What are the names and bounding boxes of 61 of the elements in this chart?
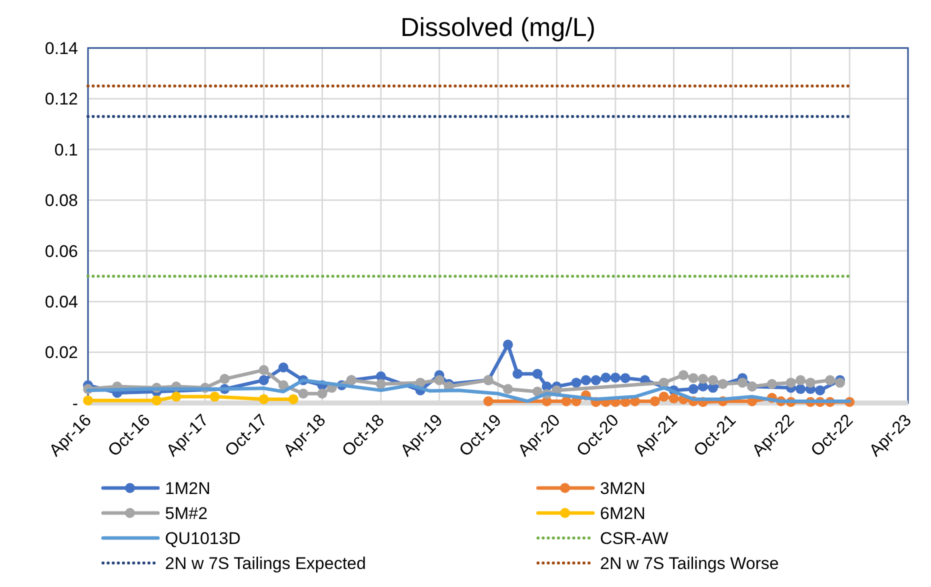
- point: [502, 340, 513, 350]
- point: [698, 374, 708, 384]
- point: [610, 372, 620, 383]
- point: [718, 378, 728, 389]
- point: [317, 388, 328, 399]
- point: [434, 375, 444, 386]
- point: [483, 396, 494, 406]
- point: [258, 365, 269, 376]
- legend-label: 2N w 7S Tailings Expected: [165, 554, 366, 573]
- point: [83, 395, 93, 406]
- point: [708, 375, 718, 386]
- y-tick-label: -: [72, 394, 78, 413]
- legend-label: 1M2N: [165, 478, 210, 498]
- point: [278, 362, 288, 372]
- point: [688, 384, 698, 394]
- y-tick-label: 0.14: [44, 38, 78, 58]
- chart-title: Dissolved (mg/L): [400, 12, 596, 42]
- y-tick-label: 0.12: [44, 90, 78, 109]
- point: [658, 392, 669, 402]
- y-tick-label: 0.1: [54, 140, 78, 160]
- point: [571, 378, 582, 388]
- point: [376, 378, 386, 389]
- point: [766, 378, 777, 389]
- legend-label: 5M#2: [165, 504, 208, 523]
- point: [688, 373, 698, 384]
- point: [834, 378, 845, 388]
- point: [590, 375, 601, 386]
- point: [220, 374, 230, 384]
- point: [512, 368, 523, 379]
- point: [288, 394, 298, 404]
- point: [171, 392, 182, 402]
- legend-label: QU1013D: [165, 528, 241, 548]
- point: [298, 388, 308, 399]
- point: [668, 393, 679, 404]
- y-tick-label: 0.08: [44, 191, 78, 210]
- point: [502, 384, 513, 394]
- point: [678, 370, 688, 380]
- y-tick-label: 0.06: [44, 242, 78, 261]
- point: [650, 396, 660, 406]
- legend-label: 3M2N: [600, 478, 646, 498]
- point: [786, 378, 796, 388]
- point: [658, 378, 669, 388]
- legend-label: 2N w 7S Tailings Worse: [600, 554, 779, 573]
- point: [258, 394, 269, 404]
- point: [737, 378, 748, 388]
- point: [796, 375, 806, 386]
- point: [580, 375, 591, 386]
- legend-label: 6M2N: [600, 504, 646, 523]
- y-tick-label: 0.02: [44, 343, 78, 362]
- legend-label: CSR-AW: [600, 528, 668, 548]
- point: [805, 378, 816, 388]
- point: [815, 385, 826, 396]
- point: [258, 375, 269, 386]
- point: [620, 373, 630, 384]
- point: [210, 392, 220, 402]
- point: [796, 384, 806, 394]
- point: [532, 368, 542, 379]
- y-tick-label: 0.04: [44, 292, 78, 312]
- point: [152, 395, 162, 406]
- point: [600, 372, 611, 383]
- point: [825, 375, 836, 386]
